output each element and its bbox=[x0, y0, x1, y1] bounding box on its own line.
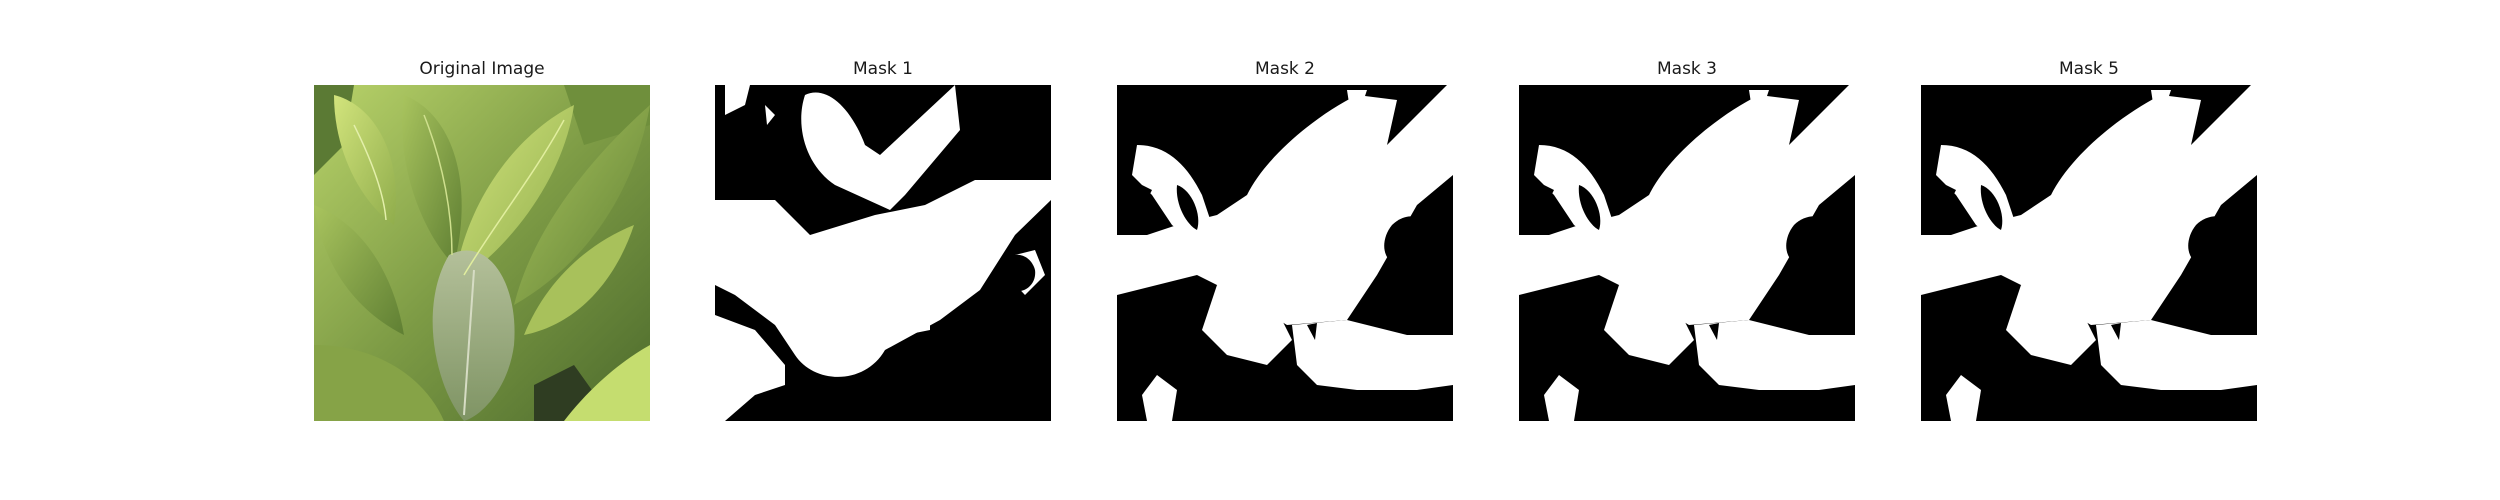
leaf-right-lower bbox=[524, 225, 634, 335]
mask-1-image bbox=[715, 85, 1051, 421]
mask-2-image bbox=[1117, 85, 1453, 421]
leaf-lower-right bbox=[564, 345, 650, 421]
mask-5-image bbox=[1921, 85, 2257, 421]
leaf-upper-right bbox=[454, 105, 574, 285]
mask-3-image bbox=[1519, 85, 1855, 421]
leaf-upper-middle bbox=[402, 95, 462, 265]
panel-title: Mask 2 bbox=[1254, 59, 1315, 79]
leaf-left-middle bbox=[314, 205, 404, 335]
panel-title: Mask 1 bbox=[852, 59, 913, 79]
panel-title: Mask 5 bbox=[2058, 59, 2119, 79]
panel-title: Mask 3 bbox=[1656, 59, 1717, 79]
leaf-lower-left bbox=[314, 345, 444, 421]
leaf-center-gray bbox=[432, 250, 515, 421]
panel-title: Original Image bbox=[419, 59, 545, 79]
original-leaf-photo bbox=[314, 85, 650, 421]
leaf-far-right bbox=[514, 105, 650, 305]
